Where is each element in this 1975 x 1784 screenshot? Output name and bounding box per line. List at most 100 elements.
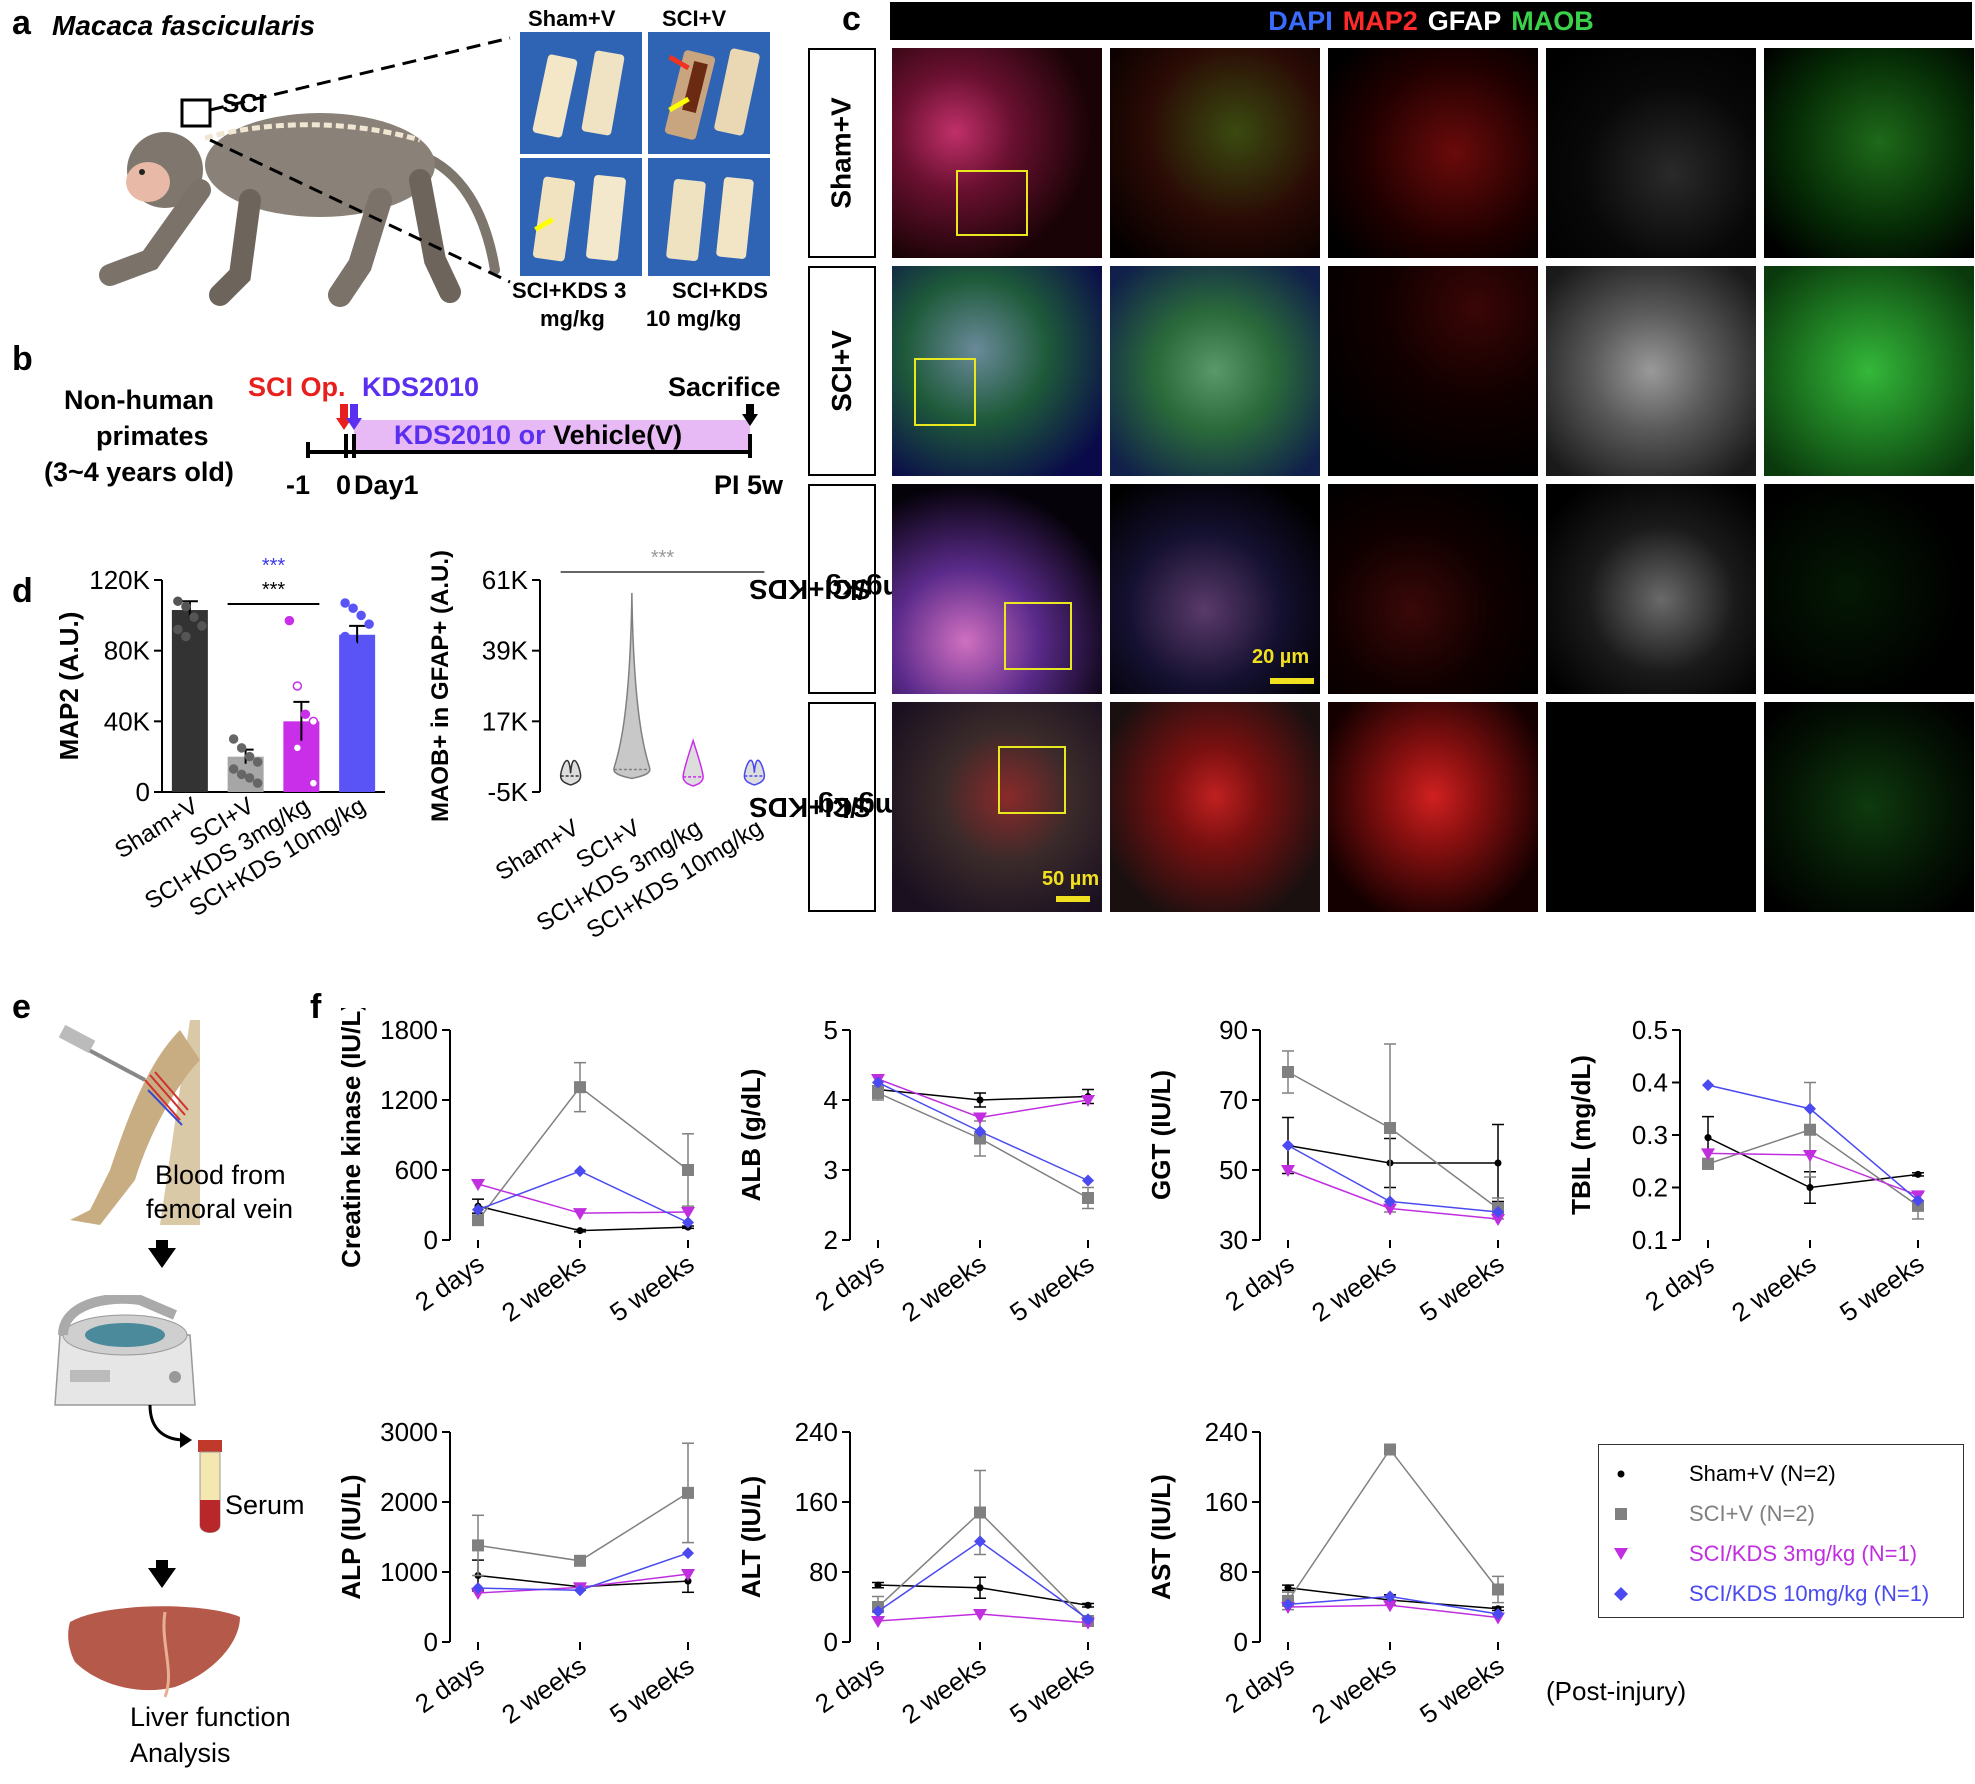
map2-sig-blue: ***: [262, 555, 286, 577]
row-label-kds10: SCI+KDS 10mg/kg: [749, 702, 931, 912]
data-point-square: [1384, 1122, 1396, 1134]
map2-bar: [171, 610, 208, 792]
micro-shamv-merge: [892, 48, 1102, 258]
data-point-square: [974, 1132, 986, 1145]
maob-violin: [682, 738, 704, 787]
alt-ytick-label: 160: [795, 1487, 838, 1517]
photo-label-sciv: SCI+V: [662, 6, 727, 31]
data-point-diamond: [1282, 1139, 1294, 1152]
scalebar-20um-label: 20 µm: [1252, 646, 1310, 668]
data-point-triangle: [681, 1207, 695, 1219]
map2-data-point: [292, 681, 303, 691]
liver-line1: Liver function: [130, 1702, 291, 1732]
arm-illustration: [58, 1020, 200, 1225]
data-point-square: [1702, 1157, 1714, 1170]
alb-ytick-label: 3: [824, 1155, 838, 1185]
data-point-triangle: [1383, 1203, 1397, 1216]
alb-xtick-label: 2 days: [809, 1248, 889, 1317]
map2-data-point: [364, 619, 374, 629]
alp-ylabel: ALP (IU/L): [340, 1474, 366, 1599]
tbil-ytick-label: 0.5: [1632, 1015, 1668, 1045]
photo-label-kds3-line1: SCI+KDS 3: [512, 278, 627, 303]
panel-f-label: f: [310, 988, 322, 1026]
liver-illustration: [68, 1606, 240, 1698]
photo-sci-kds-10: [648, 158, 770, 276]
micro-kds3-gfap: [1546, 484, 1756, 694]
micro-kds10-maob: [1764, 702, 1974, 912]
map2-data-point: [181, 601, 191, 612]
data-point-triangle: [973, 1112, 987, 1125]
data-point-square: [574, 1081, 586, 1094]
data-point-diamond: [1384, 1195, 1396, 1208]
map2-data-point: [181, 631, 191, 642]
data-point-diamond: [1804, 1102, 1816, 1115]
creatine-kinase-chart: 0 600 1200 1800 Creatine kinase (IU/L) 2 days…: [340, 1008, 699, 1328]
ggt-ylabel: GGT (IU/L): [1150, 1070, 1176, 1200]
map2-data-point: [252, 778, 263, 788]
alb-series-line: [877, 1092, 1089, 1199]
monkey-illustration: [99, 98, 500, 307]
alt-series-line: [877, 1540, 1089, 1620]
ck-ylabel: Creatine kinase (IU/L): [340, 1008, 366, 1268]
data-point-diamond: [1492, 1608, 1504, 1620]
photo-label-kds10-line2: 10 mg/kg: [646, 306, 742, 331]
data-point-diamond: [1384, 1590, 1396, 1603]
legend-item-kds3: SCI/KDS 3mg/kg (N=1): [1599, 1539, 1963, 1569]
data-point-diamond: [682, 1216, 694, 1229]
ast-chart: 0 80 160 240 AST (IU/L) 2 days 2 weeks 5 weeks: [1150, 1417, 1509, 1730]
micro-kds10-merge: [892, 702, 1102, 912]
scalebar-50um-line: [1056, 896, 1090, 902]
channel-maob: MAOB: [1511, 5, 1594, 36]
micro-shamv-zoom: [1110, 48, 1320, 258]
sacrifice-label: Sacrifice: [668, 372, 781, 402]
panel-c-label: c: [842, 0, 861, 38]
tick-day1: Day1: [354, 470, 419, 500]
ggt-xtick-label: 5 weeks: [1414, 1248, 1509, 1327]
data-point-square: [682, 1164, 694, 1176]
serum-label: Serum: [225, 1490, 305, 1520]
data-point-diamond: [1492, 1206, 1504, 1218]
arrow-down-icon-2: [148, 1568, 176, 1588]
data-point-circle: [1914, 1170, 1922, 1178]
curved-arrow-icon: [148, 1404, 192, 1448]
map2-data-point: [244, 773, 255, 783]
maob-ylabel: MAOB+ in GFAP+ (A.U.): [430, 550, 454, 822]
maob-category-label: Sham+V: [491, 814, 584, 886]
alp-ytick-label: 1000: [380, 1557, 438, 1587]
tbil-xtick-label: 5 weeks: [1834, 1248, 1929, 1327]
data-point-diamond: [1082, 1613, 1094, 1626]
arrow-down-icon-2-stem: [156, 1560, 168, 1570]
alp-xtick-label: 2 weeks: [496, 1650, 591, 1729]
ck-xtick-label: 2 weeks: [496, 1248, 591, 1327]
alb-xtick-label: 5 weeks: [1004, 1248, 1099, 1327]
map2-data-point: [236, 743, 247, 753]
data-point-circle: [1494, 1159, 1502, 1167]
data-point-circle: [1704, 1134, 1712, 1142]
photo-sham-v: [520, 32, 642, 154]
map2-data-point: [300, 709, 311, 720]
channel-gfap: GFAP: [1427, 5, 1502, 36]
data-point-square: [1282, 1066, 1294, 1078]
data-point-square: [472, 1539, 484, 1552]
ggt-ytick-label: 50: [1219, 1155, 1248, 1185]
data-point-diamond: [974, 1125, 986, 1138]
data-point-triangle: [573, 1208, 587, 1221]
map2-ytick-label: 40K: [104, 706, 151, 736]
alp-series-line: [477, 1492, 689, 1562]
maob-ytick-label: 39K: [482, 636, 529, 666]
blood-line2: femoral vein: [146, 1194, 294, 1224]
alt-ytick-label: 240: [795, 1417, 838, 1447]
ast-ytick-label: 160: [1205, 1487, 1248, 1517]
micro-kds10-map2: [1328, 702, 1538, 912]
data-point-diamond: [472, 1203, 484, 1216]
data-point-diamond: [1702, 1079, 1714, 1092]
maob-violin: [613, 592, 651, 780]
panel-a-label: a: [12, 4, 31, 42]
data-point-diamond: [574, 1165, 586, 1178]
scalebar-50um-label: 50 µm: [1042, 868, 1100, 890]
data-point-diamond: [872, 1076, 884, 1089]
channel-dapi: DAPI: [1268, 5, 1333, 36]
maob-sig: ***: [651, 547, 675, 569]
ast-xtick-label: 2 days: [1219, 1650, 1299, 1719]
